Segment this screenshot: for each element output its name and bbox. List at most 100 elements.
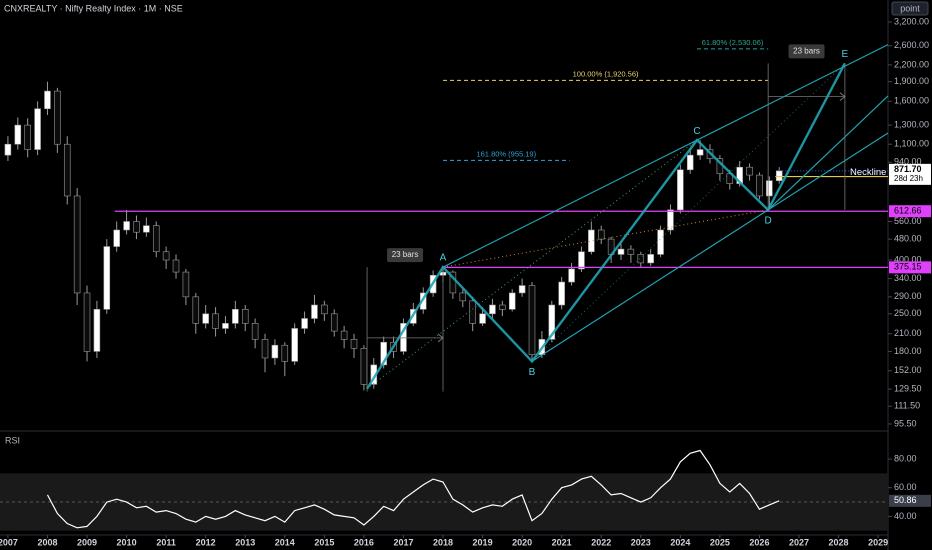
candle-body [499,304,506,310]
candle-body [232,309,239,324]
x-tick-label: 2011 [156,537,176,547]
x-tick-label: 2026 [749,537,769,547]
candle-body [34,108,41,150]
candle-body [261,339,269,359]
candle-body [152,225,160,253]
rsi-last-box [889,494,931,507]
candle-body [696,149,704,156]
candle-body [133,221,140,233]
candle-body [301,318,308,329]
last-price-label: 871.70 [894,164,922,174]
candle-body [558,281,565,306]
candle-body [469,300,476,324]
candle-body [548,304,556,340]
pattern-label: C [693,126,700,137]
candle-body [311,304,318,319]
scale-button[interactable] [891,1,929,16]
y-tick-label: 250.00 [894,308,922,318]
candle-body [24,124,31,150]
candle-body [192,296,200,324]
chart-title: CNXREALTY · Nifty Realty Index · 1M · NS… [4,3,183,13]
candle-body [677,169,684,211]
candle-body [419,292,427,310]
candle-body [508,292,516,310]
candle-body [489,304,496,315]
y-tick-label: 111.50 [894,401,920,411]
candle-body [222,323,229,329]
candle-body [588,229,595,253]
y-tick-label: 2,200.00 [894,59,929,69]
candle-body [212,313,219,329]
pattern-label: A [440,253,447,264]
candle-body [647,254,654,264]
y-tick-label: 340.00 [894,273,922,283]
x-tick-label: 2008 [37,537,57,547]
candle-body [686,154,694,171]
candle-body [202,313,209,324]
candle-body [4,143,12,156]
candle-body [44,90,51,110]
candle-body [350,339,358,349]
rsi-y-tick-label: 80.00 [894,453,917,463]
candle-body [93,309,101,352]
candle-body [54,90,61,145]
x-tick-label: 2024 [670,537,690,547]
candle-body [103,246,111,310]
rsi-y-tick-label: 40.00 [894,511,917,521]
candle-body [83,292,91,352]
candle-body [143,225,150,233]
pattern-label: B [529,367,536,378]
candle-body [568,268,575,283]
y-tick-label: 2,600.00 [894,40,929,50]
x-tick-label: 2018 [433,537,453,547]
channel-upper [442,44,889,268]
pattern-zigzag [366,62,846,390]
candle-body [360,347,368,385]
y-tick-label: 1,900.00 [894,76,929,86]
candle-body [578,251,585,270]
rsi-last-label: 50.86 [894,495,917,505]
x-tick-label: 2028 [829,537,849,547]
candle-body [637,254,645,264]
y-tick-label: 1,600.00 [894,96,929,106]
x-tick-label: 2016 [354,537,374,547]
candle-body [172,259,180,273]
last-price-box [889,163,931,185]
candle-body [182,271,190,298]
y-tick-label: 152.00 [894,365,922,375]
y-tick-label: 1,100.00 [894,139,929,149]
candle-body [330,313,338,332]
range-arrowhead [839,92,846,101]
y-tick-label: 1,300.00 [894,119,929,129]
fib-label: 100.00% (1,920.56) [573,69,639,78]
x-tick-label: 2012 [196,537,216,547]
candle-body [766,180,773,197]
candle-body [657,229,664,255]
candle-body [271,344,279,359]
x-tick-label: 2009 [77,537,97,547]
channel-lower [531,132,889,362]
y-tick-label: 129.50 [894,383,922,393]
x-tick-label: 2014 [275,537,295,547]
dotted-xc [366,139,698,390]
channel-mid [767,95,889,211]
candle-body [449,271,457,294]
candle-body [380,341,387,366]
y-tick-label: 940.00 [894,157,922,167]
pattern-label: E [842,49,849,60]
x-tick-label: 2007 [0,537,18,547]
candle-body [14,124,22,145]
x-tick-label: 2029 [868,537,888,547]
dotted-bd [531,62,846,362]
candle-body [459,292,467,302]
scale-button-label[interactable]: point [900,3,920,13]
level-name: Neckline [850,167,886,178]
y-tick-label: 210.00 [894,328,922,338]
candle-body [340,330,348,340]
range-label-box [788,44,825,59]
candle-body [597,229,605,240]
x-tick-label: 2019 [473,537,493,547]
range-label: 23 bars [793,46,820,55]
x-tick-label: 2017 [393,537,413,547]
